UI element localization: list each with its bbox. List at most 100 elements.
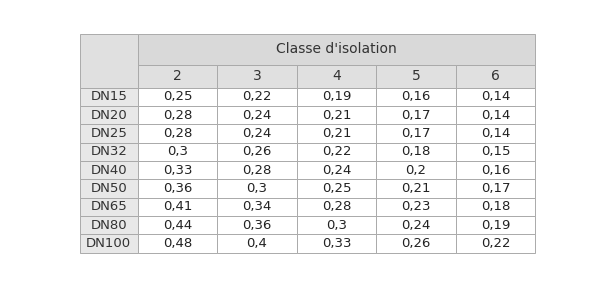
Text: 3: 3 [253,69,262,83]
Text: 0,25: 0,25 [163,90,192,103]
Text: 0,36: 0,36 [242,219,272,232]
Text: 0,18: 0,18 [481,201,510,213]
Text: 0,24: 0,24 [242,109,272,122]
Bar [297,124,376,143]
Text: 0,3: 0,3 [167,145,188,158]
Bar [80,143,138,161]
Text: 0,41: 0,41 [163,201,192,213]
Text: 0,19: 0,19 [322,90,351,103]
Text: 0,2: 0,2 [406,164,427,177]
Bar [80,88,138,106]
Text: 0,36: 0,36 [163,182,192,195]
Bar [80,161,138,179]
Bar [297,216,376,234]
Text: 0,14: 0,14 [481,127,510,140]
Bar [297,198,376,216]
Text: 0,44: 0,44 [163,219,192,232]
Bar [217,124,297,143]
Bar [138,124,217,143]
Text: 0,48: 0,48 [163,237,192,250]
Text: 0,16: 0,16 [481,164,510,177]
Bar [217,216,297,234]
Bar [297,234,376,253]
Bar [376,216,456,234]
Text: 0,25: 0,25 [322,182,352,195]
Text: 0,18: 0,18 [401,145,431,158]
Text: 0,21: 0,21 [322,109,352,122]
Text: 0,22: 0,22 [242,90,272,103]
Text: DN50: DN50 [91,182,127,195]
Text: DN80: DN80 [91,219,127,232]
Text: 0,26: 0,26 [242,145,272,158]
Text: 0,33: 0,33 [322,237,352,250]
Text: 0,17: 0,17 [481,182,511,195]
Bar [138,88,217,106]
Text: 0,26: 0,26 [401,237,431,250]
Text: 0,33: 0,33 [163,164,192,177]
Bar [297,65,376,88]
Text: 0,34: 0,34 [242,201,272,213]
Bar [80,198,138,216]
Bar [456,143,535,161]
Bar [138,143,217,161]
Text: 6: 6 [491,69,500,83]
Bar [138,216,217,234]
Bar [138,179,217,198]
Bar [456,88,535,106]
Text: DN25: DN25 [90,127,127,140]
Bar [376,88,456,106]
Bar [456,65,535,88]
Text: 0,14: 0,14 [481,90,510,103]
Bar [80,34,138,88]
Text: DN20: DN20 [91,109,127,122]
Bar [138,65,217,88]
Text: 0,24: 0,24 [401,219,431,232]
Text: 0,17: 0,17 [401,109,431,122]
Bar [376,198,456,216]
Bar [80,216,138,234]
Text: 0,17: 0,17 [401,127,431,140]
Text: 0,14: 0,14 [481,109,510,122]
Bar [297,106,376,124]
Bar [456,216,535,234]
Bar [297,88,376,106]
Text: 0,28: 0,28 [163,127,192,140]
Bar [376,65,456,88]
Bar [138,161,217,179]
Bar [217,234,297,253]
Text: 0,24: 0,24 [322,164,351,177]
Text: 0,28: 0,28 [242,164,272,177]
Bar [456,106,535,124]
Text: 0,19: 0,19 [481,219,510,232]
Text: 0,15: 0,15 [481,145,511,158]
Bar [376,143,456,161]
Bar [217,179,297,198]
Bar [80,179,138,198]
Text: DN65: DN65 [91,201,127,213]
Bar [376,179,456,198]
Bar [297,179,376,198]
Text: 0,23: 0,23 [401,201,431,213]
Text: Classe d'isolation: Classe d'isolation [276,42,397,57]
Text: 0,24: 0,24 [242,127,272,140]
Text: DN15: DN15 [90,90,127,103]
Text: DN32: DN32 [90,145,127,158]
Bar [217,161,297,179]
Text: 0,3: 0,3 [326,219,347,232]
Bar [217,143,297,161]
Text: 0,4: 0,4 [247,237,268,250]
Text: 0,28: 0,28 [322,201,351,213]
Text: 0,21: 0,21 [322,127,352,140]
Bar [376,124,456,143]
Bar [297,143,376,161]
Bar [138,106,217,124]
Text: 0,28: 0,28 [163,109,192,122]
Text: 4: 4 [332,69,341,83]
Bar [80,106,138,124]
Bar [217,65,297,88]
Bar [456,234,535,253]
Bar [217,198,297,216]
Text: DN40: DN40 [91,164,127,177]
Bar [80,124,138,143]
Bar [138,34,535,65]
